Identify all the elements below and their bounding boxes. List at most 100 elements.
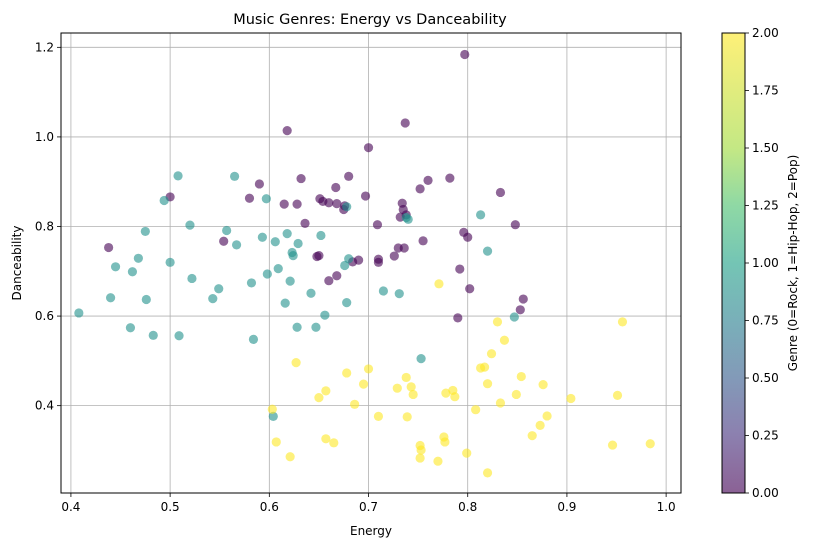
scatter-point-genre-0 [324, 276, 334, 286]
scatter-point-genre-0 [360, 191, 371, 201]
plot-frame [60, 32, 682, 494]
scatter-point-genre-1 [285, 276, 295, 286]
y-axis-ticks: 0.4 0.6 0.8 1.0 1.2 [35, 40, 61, 413]
x-axis-ticks: 0.4 0.5 0.6 0.7 0.8 0.9 1.0 [61, 493, 676, 514]
chart-title: Music Genres: Energy vs Danceability [233, 12, 507, 28]
x-tick-label: 1.0 [657, 500, 676, 514]
scatter-point-genre-0 [104, 242, 114, 253]
colorbar-tick-label: 2.00 [752, 26, 779, 40]
scatter-point-genre-0 [282, 126, 292, 136]
scatter-point-genre-2 [291, 358, 301, 368]
x-tick-label: 0.9 [557, 500, 576, 514]
scatter-point-genre-2 [358, 379, 369, 389]
scatter-point-genre-2 [416, 445, 426, 455]
scatter-point-genre-0 [415, 184, 425, 194]
scatter-point-genre-2 [392, 383, 402, 393]
scatter-point-genre-2 [408, 389, 418, 400]
colorbar-tick-label: 1.25 [752, 199, 779, 213]
scatter-point-genre-0 [515, 305, 525, 315]
scatter-point-genre-0 [455, 264, 465, 274]
scatter-point-genre-2 [440, 437, 450, 447]
scatter-point-genre-2 [329, 438, 339, 448]
scatter-point-genre-1 [159, 195, 169, 206]
scatter-point-genre-1 [110, 262, 121, 272]
x-tick-label: 0.7 [359, 500, 378, 514]
scatter-point-genre-1 [476, 210, 486, 220]
scatter-point-genre-2 [482, 379, 493, 389]
scatter-point-genre-1 [416, 354, 426, 364]
x-tick-label: 0.8 [458, 500, 477, 514]
scatter-point-genre-2 [433, 456, 443, 466]
scatter-point-genre-2 [434, 279, 444, 289]
scatter-point-genre-1 [165, 257, 175, 267]
scatter-point-genre-1 [106, 293, 116, 303]
scatter-point-genre-1 [482, 246, 493, 256]
x-tick-label: 0.5 [161, 500, 180, 514]
scatter-point-genre-0 [460, 49, 470, 60]
scatter-point-genre-1 [262, 269, 272, 279]
x-tick-label: 0.4 [61, 500, 80, 514]
scatter-point-genre-0 [453, 313, 463, 323]
scatter-point-genre-0 [296, 173, 306, 184]
scatter-point-genre-1 [74, 308, 84, 318]
grid-lines [61, 33, 681, 493]
scatter-point-genre-0 [400, 118, 410, 128]
scatter-point-genre-2 [406, 382, 416, 392]
scatter-point-genre-0 [254, 179, 264, 189]
scatter-point-genre-1 [141, 294, 151, 305]
scatter-point-genre-0 [389, 251, 399, 261]
scatter-point-genre-0 [300, 218, 310, 228]
scatter-point-genre-0 [399, 243, 409, 253]
colorbar-tick-label: 1.50 [752, 141, 779, 155]
scatter-point-genre-0 [354, 255, 364, 265]
y-axis-label: Danceability [10, 226, 24, 301]
scatter-point-genre-0 [418, 236, 428, 246]
scatter-point-genre-2 [492, 317, 503, 327]
scatter-point-genre-2 [499, 335, 510, 345]
scatter-point-genre-2 [285, 452, 295, 462]
scatter-point-genre-2 [471, 405, 481, 415]
scatter-point-genre-1 [288, 251, 298, 261]
scatter-point-genre-1 [127, 267, 138, 277]
scatter-point-genre-1 [187, 273, 197, 284]
scatter-point-genre-2 [479, 362, 490, 372]
scatter-point-genre-1 [261, 194, 271, 204]
colorbar-tick-label: 1.00 [752, 256, 779, 270]
scatter-point-genre-2 [516, 371, 526, 382]
scatter-point-genre-1 [231, 240, 242, 250]
scatter-point-genre-1 [509, 312, 519, 322]
scatter-point-genre-0 [373, 257, 384, 267]
scatter-point-genre-2 [607, 440, 618, 450]
scatter-point-genre-0 [244, 193, 255, 203]
scatter-point-genre-2 [401, 372, 411, 383]
scatter-point-genre-1 [257, 232, 267, 242]
scatter-point-genre-2 [482, 468, 493, 478]
scatter-point-genre-1 [378, 286, 388, 296]
scatter-point-genre-1 [320, 310, 330, 320]
scatter-point-genre-0 [314, 251, 324, 261]
scatter-point-genre-1 [125, 323, 136, 333]
scatter-point-genre-0 [465, 284, 475, 294]
scatter-point-genre-2 [342, 368, 352, 378]
scatter-point-genre-1 [133, 253, 143, 263]
scatter-point-genre-2 [321, 386, 331, 396]
colorbar-tick-label: 0.00 [752, 486, 779, 500]
scatter-point-genre-2 [402, 412, 412, 422]
scatter-point-genre-2 [363, 364, 374, 374]
colorbar-label: Genre (0=Rock, 1=Hip-Hop, 2=Pop) [786, 155, 800, 372]
scatter-point-genre-0 [332, 199, 342, 209]
scatter-point-genre-2 [271, 437, 281, 447]
scatter-point-genre-2 [617, 317, 628, 327]
y-tick-label: 1.2 [35, 40, 54, 54]
scatter-point-genre-0 [445, 173, 455, 183]
scatter-point-genre-0 [344, 171, 354, 181]
colorbar-ticks: 0.00 0.25 0.50 0.75 1.00 1.25 1.50 1.75 2.00 [745, 26, 779, 500]
y-tick-label: 1.0 [35, 130, 54, 144]
scatter-point-genre-1 [270, 237, 280, 247]
scatter-point-genre-2 [495, 398, 506, 408]
scatter-point-genre-0 [463, 232, 473, 242]
scatter-point-genre-1 [293, 238, 303, 249]
scatter-point-genre-1 [248, 334, 259, 344]
scatter-point-genre-0 [510, 220, 520, 230]
